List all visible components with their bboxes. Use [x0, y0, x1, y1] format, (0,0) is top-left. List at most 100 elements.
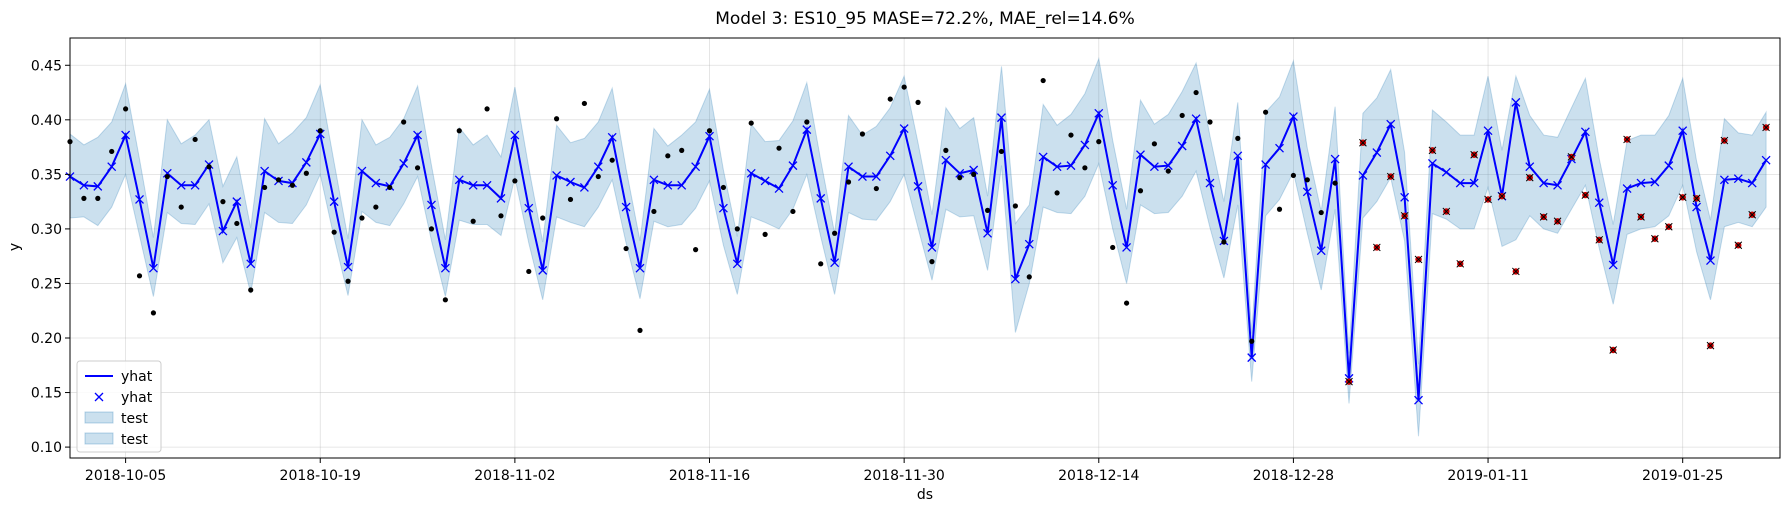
yhat-marker	[1747, 178, 1757, 188]
train-point	[832, 230, 838, 236]
yhat-marker	[1400, 192, 1410, 202]
yhat-marker	[1261, 160, 1271, 170]
yhat-marker	[79, 180, 89, 190]
train-point	[1179, 112, 1185, 119]
y-tick-label: 0.15	[31, 386, 62, 402]
plot-frame	[69, 37, 1781, 459]
yhat-marker	[691, 162, 701, 172]
train-point	[81, 195, 87, 201]
yhat-marker	[1247, 353, 1257, 363]
train-point	[484, 106, 490, 112]
test-point-marker	[1595, 235, 1604, 244]
forecast-series	[65, 97, 1771, 405]
grid-lines	[70, 38, 1780, 458]
test-point-marker	[1386, 172, 1395, 181]
test-point-marker	[1734, 241, 1743, 250]
train-point	[873, 185, 879, 192]
train-point	[748, 120, 754, 126]
train-point	[706, 128, 713, 134]
test-point-marker	[1762, 123, 1770, 132]
train-point	[929, 259, 935, 265]
yhat-marker	[788, 161, 798, 171]
test-point-marker	[1400, 211, 1409, 220]
yhat-marker	[218, 226, 228, 236]
yhat-marker	[468, 180, 478, 190]
train-point	[498, 213, 504, 219]
train-point	[943, 147, 949, 153]
y-axis-label: y	[7, 243, 23, 251]
x-tick-label: 2019-01-11	[1447, 468, 1528, 484]
train-point	[804, 119, 810, 125]
test-point-marker	[1470, 150, 1479, 159]
train-point	[1137, 188, 1144, 194]
legend-label: test	[121, 432, 148, 448]
yhat-marker	[1664, 161, 1674, 171]
yhat-marker	[1483, 126, 1493, 136]
yhat-marker	[260, 166, 270, 176]
yhat-marker	[538, 265, 548, 275]
yhat-marker	[1288, 112, 1298, 122]
yhat-marker	[1692, 202, 1702, 212]
test-point-marker	[1692, 194, 1701, 203]
yhat-marker	[552, 170, 562, 180]
yhat-marker	[343, 262, 353, 272]
yhat-marker	[399, 158, 409, 168]
yhat-marker	[1455, 178, 1465, 188]
train-point	[567, 196, 574, 203]
yhat-marker	[1163, 161, 1173, 171]
yhat-marker	[454, 175, 464, 185]
yhat-marker	[969, 165, 979, 175]
yhat-marker	[1094, 108, 1104, 118]
yhat-marker	[1066, 161, 1076, 171]
x-tick-label: 2018-12-14	[1058, 468, 1139, 484]
test-point-marker	[1567, 153, 1576, 161]
train-point	[693, 247, 699, 253]
test-point-marker	[1539, 213, 1548, 221]
yhat-marker	[1122, 242, 1132, 252]
yhat-marker	[871, 172, 881, 182]
yhat-marker	[1580, 127, 1590, 137]
train-point	[553, 116, 560, 122]
yhat-marker	[440, 263, 450, 273]
train-point	[1012, 203, 1018, 209]
legend-swatch-band	[84, 411, 114, 424]
yhat-marker	[135, 194, 144, 204]
train-point	[679, 147, 685, 153]
x-tick-label: 2018-10-05	[85, 468, 166, 484]
train-point	[1304, 177, 1310, 183]
train-point	[359, 215, 365, 221]
yhat-marker	[176, 180, 186, 190]
yhat-marker	[1594, 198, 1604, 208]
yhat-marker	[482, 180, 492, 190]
yhat-marker	[1386, 119, 1396, 129]
legend-box	[76, 360, 162, 453]
x-tick-label: 2019-01-25	[1642, 468, 1723, 484]
legend-swatch-band	[84, 432, 114, 445]
train-point	[1207, 119, 1213, 125]
train-point	[1249, 338, 1255, 344]
legend: yhat yhat test test	[76, 360, 162, 453]
train-point	[623, 245, 629, 252]
test-point-marker	[1372, 243, 1381, 252]
yhat-marker	[1719, 175, 1729, 185]
train-point	[206, 164, 212, 170]
train-point	[845, 179, 852, 185]
test-point-marker	[1706, 341, 1715, 350]
train-point	[637, 327, 643, 333]
yhat-marker	[732, 259, 742, 269]
yhat-marker	[593, 162, 603, 172]
train-point	[762, 231, 768, 237]
yhat-marker	[1761, 155, 1771, 165]
y-tick-label: 0.10	[31, 440, 62, 456]
train-point	[1290, 172, 1297, 179]
y-tick-label: 0.20	[31, 331, 62, 347]
train-point	[303, 170, 309, 176]
train-point	[1165, 168, 1171, 174]
test-point-marker	[1664, 222, 1673, 231]
train-point	[957, 175, 963, 181]
train-point	[1040, 77, 1046, 84]
train-point	[512, 178, 518, 184]
train-point	[581, 100, 587, 107]
train-point	[331, 229, 337, 235]
yhat-marker	[885, 151, 895, 161]
